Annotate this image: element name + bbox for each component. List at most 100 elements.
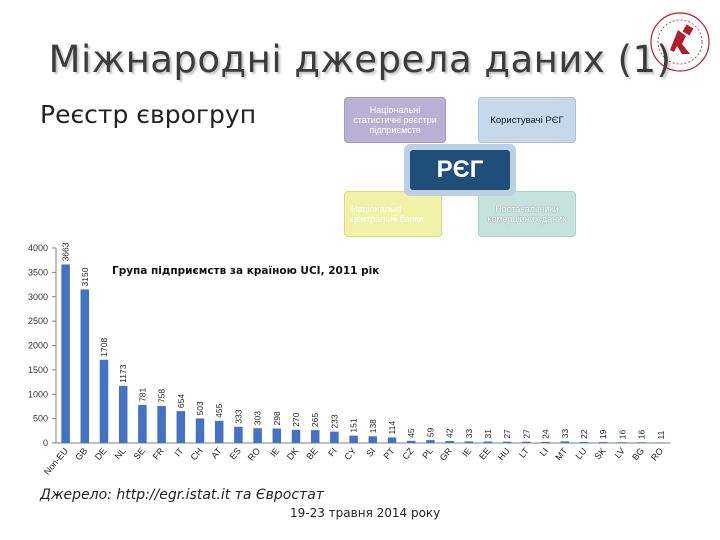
date-footer: 19-23 травня 2014 року — [290, 506, 441, 520]
bar-value-label: 298 — [272, 411, 282, 425]
bar-value-label: 16 — [617, 429, 627, 439]
bar — [99, 359, 109, 443]
bar — [310, 430, 320, 443]
bar-value-label: 45 — [406, 428, 416, 438]
bar-value-label: 333 — [233, 409, 243, 423]
bar — [579, 441, 589, 443]
commercial-providers-label: Постачальники комерційних даних — [487, 204, 567, 224]
slide-subtitle: Реєстр єврогруп — [40, 100, 257, 129]
bar-value-label: 19 — [598, 429, 608, 439]
bar-chart: 0 500 1000 1500 2000 2500 3000 3500 4000 3663 Non-… — [28, 242, 671, 477]
ereg-center-box: РЄГ — [404, 144, 516, 196]
bar-value-label: 1708 — [99, 338, 109, 357]
bar — [272, 428, 282, 443]
x-tick-label: ES — [228, 446, 243, 462]
bar-value-label: 303 — [253, 411, 263, 425]
x-tick-label: PT — [381, 445, 396, 461]
chart-title: Група підприємств за країною UCI, 2011 р… — [112, 265, 380, 277]
x-tick-label: SE — [132, 446, 147, 462]
x-tick-label: GB — [73, 446, 89, 462]
x-tick-label: BE — [304, 446, 319, 462]
x-tick-label: IT — [173, 445, 186, 458]
university-logo-icon — [650, 12, 710, 72]
bar — [541, 441, 550, 443]
y-tick-label: 500 — [33, 414, 48, 424]
x-tick-label: NL — [113, 446, 128, 461]
bar — [291, 429, 301, 443]
bar-value-label: 3150 — [80, 267, 90, 286]
bar-value-label: 31 — [483, 429, 493, 439]
bar-value-label: 59 — [425, 427, 435, 437]
bar — [253, 428, 262, 443]
bar-value-label: 265 — [310, 413, 320, 427]
bar-value-label: 3663 — [61, 242, 71, 261]
x-tick-label: RO — [649, 446, 665, 463]
bar — [387, 437, 397, 443]
bar — [157, 406, 166, 443]
bar — [656, 442, 666, 443]
bar — [330, 431, 339, 443]
x-tick-label: LV — [613, 446, 627, 460]
x-tick-label: BG — [630, 446, 646, 462]
bar — [214, 420, 224, 443]
bar — [464, 441, 474, 443]
bar — [483, 441, 493, 443]
bar — [61, 264, 70, 443]
y-tick-label: 3000 — [28, 292, 48, 302]
users-label: Користувачі РЄГ — [490, 114, 564, 126]
y-tick-label: 2500 — [28, 316, 48, 326]
bar-value-label: 33 — [560, 429, 570, 439]
x-tick-label: Non-EU — [42, 446, 70, 477]
bar-value-label: 11 — [656, 430, 666, 439]
ereg-users-box: Користувачі РЄГ — [478, 97, 576, 143]
bar-value-label: 33 — [464, 429, 474, 439]
bar — [502, 441, 512, 443]
x-tick-label: SK — [592, 446, 607, 462]
bar-value-label: 138 — [368, 419, 378, 433]
bar-value-label: 270 — [291, 412, 301, 426]
bar-value-label: 16 — [637, 429, 647, 439]
bar-value-label: 114 — [387, 421, 397, 435]
bar-value-label: 781 — [137, 387, 147, 401]
bar-value-label: 503 — [195, 401, 205, 415]
slide-title: Міжнародні джерела даних (1) — [48, 38, 672, 81]
x-tick-label: GR — [438, 445, 455, 462]
x-tick-label: EE — [477, 446, 492, 462]
x-tick-label: LI — [538, 446, 550, 458]
x-tick-label: IE — [268, 446, 281, 459]
bar — [637, 442, 646, 443]
bar-value-label: 455 — [214, 403, 224, 417]
x-tick-label: SI — [364, 446, 377, 459]
bar — [598, 442, 608, 443]
x-tick-label: MT — [553, 445, 569, 462]
central-banks-box: Національні центральні банки — [344, 191, 442, 237]
bar — [406, 440, 416, 443]
x-tick-label: IE — [460, 446, 473, 459]
national-registers-label: Національні статистичні реєстри підприєм… — [353, 105, 437, 135]
x-tick-label: DK — [285, 446, 301, 462]
x-tick-label: PL — [420, 446, 435, 461]
bar — [445, 440, 454, 443]
x-tick-label: CH — [189, 446, 205, 462]
x-tick-label: CY — [342, 446, 358, 462]
bar — [426, 440, 435, 443]
bar — [80, 289, 90, 443]
central-banks-label: Національні центральні банки — [351, 204, 424, 224]
source-note: Джерело: http://egr.istat.it та Євростат — [40, 487, 324, 503]
bar-value-label: 758 — [157, 389, 167, 403]
x-tick-label: DE — [93, 446, 109, 462]
x-tick-label: FR — [151, 445, 167, 461]
y-tick-label: 0 — [43, 438, 48, 448]
bar-value-label: 22 — [579, 429, 589, 439]
y-tick-label: 3500 — [28, 267, 48, 277]
bar-value-label: 233 — [329, 414, 339, 428]
x-tick-label: FI — [326, 446, 339, 459]
bar-value-label: 27 — [521, 429, 531, 439]
x-tick-label: LT — [517, 445, 531, 459]
bar — [560, 441, 570, 443]
bar — [234, 426, 243, 443]
x-tick-label: RO — [246, 446, 262, 463]
bar — [195, 418, 205, 443]
bar-value-label: 24 — [541, 429, 551, 439]
bar — [176, 411, 186, 443]
